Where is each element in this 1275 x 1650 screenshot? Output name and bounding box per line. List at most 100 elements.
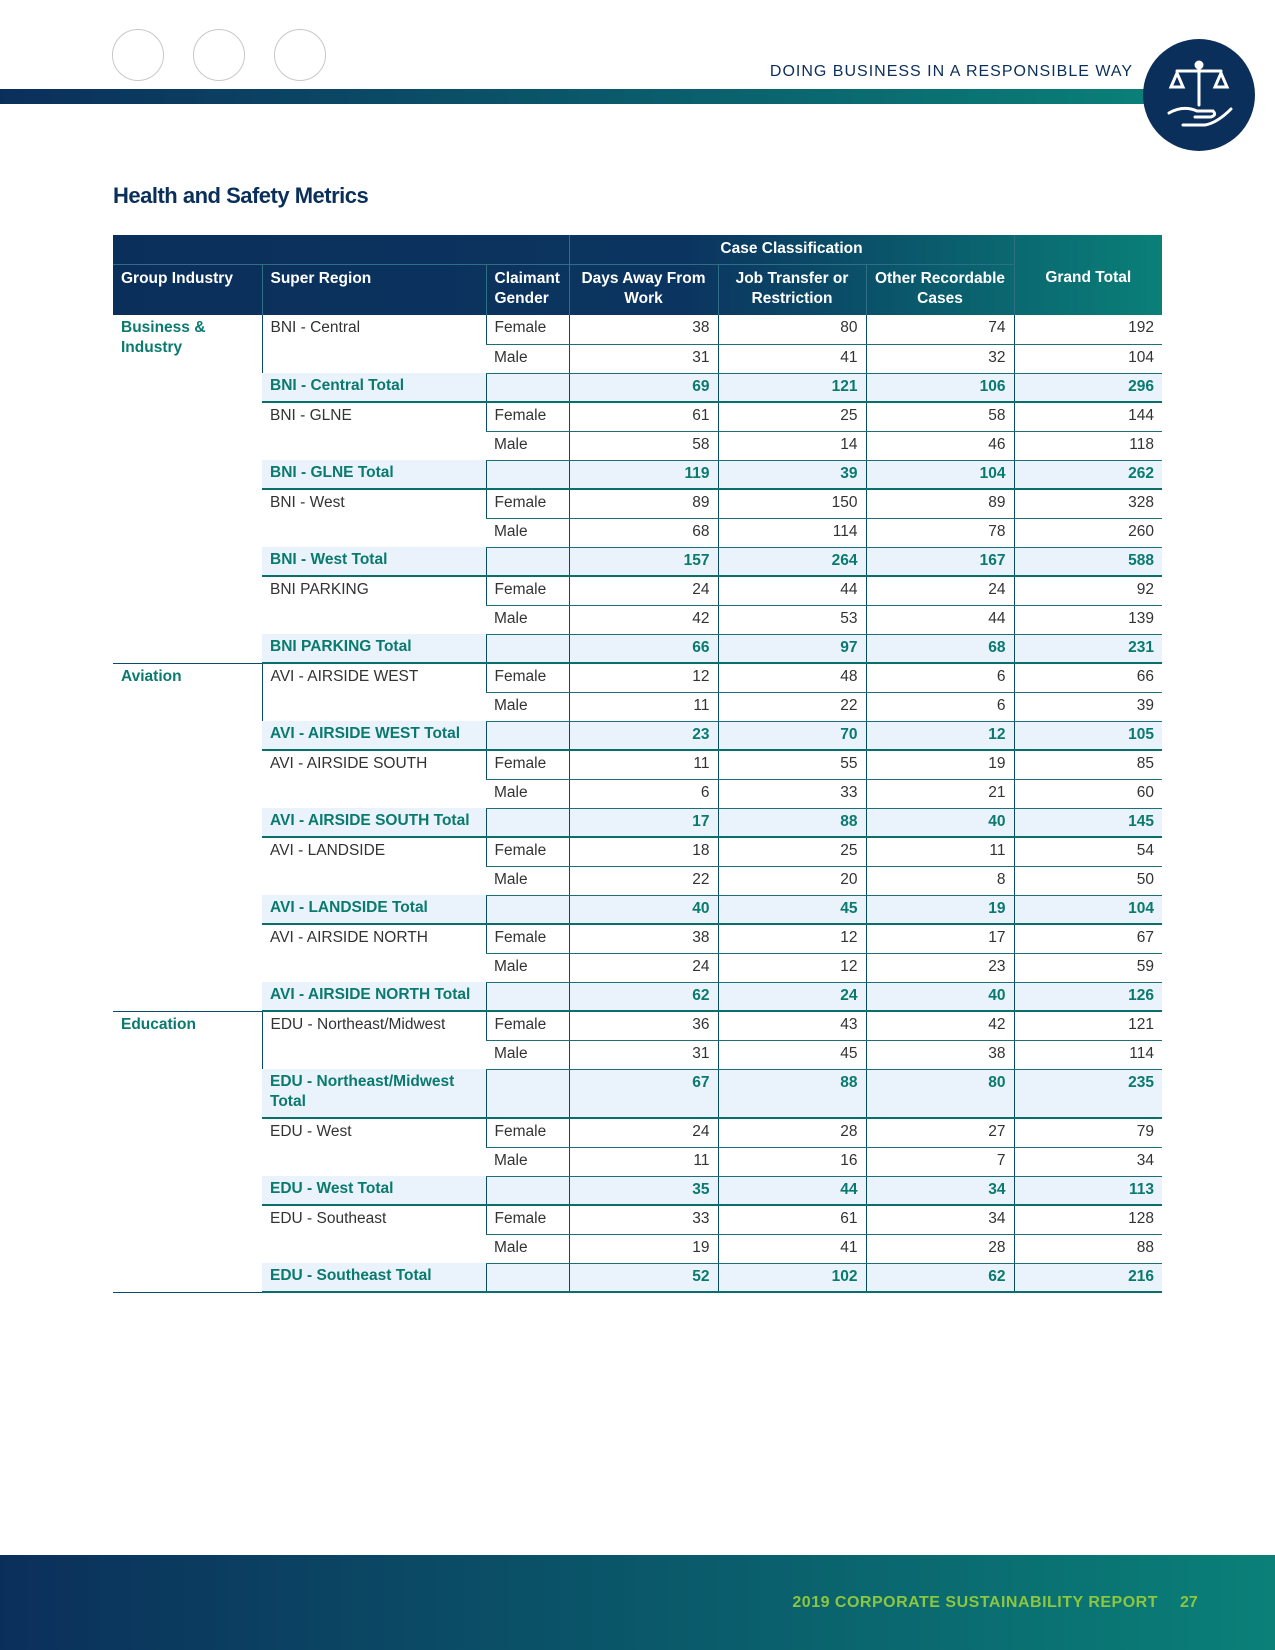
value: 139 xyxy=(1013,605,1163,635)
column-header: Super Region xyxy=(261,264,486,315)
total-value: 40 xyxy=(865,808,1015,838)
gender: Male xyxy=(486,518,569,548)
total-row: BNI - GLNE Total 119 39 104 262 xyxy=(113,460,1163,490)
data-row: Business & Industry BNI - Central Female 38… xyxy=(113,315,1163,664)
value: 38 xyxy=(568,315,718,345)
gender: Male xyxy=(486,1147,569,1177)
gender: Male xyxy=(486,1040,569,1070)
value: 38 xyxy=(865,1040,1015,1070)
total-value: 104 xyxy=(865,460,1015,490)
total-label: EDU - Southeast Total xyxy=(262,1263,486,1293)
value: 24 xyxy=(568,1118,718,1148)
title: Health and Safety Metrics xyxy=(113,183,369,208)
icon xyxy=(274,29,326,81)
value: 260 xyxy=(1013,518,1163,548)
total-label: BNI - West Total xyxy=(262,547,486,577)
total-value: 80 xyxy=(865,1069,1015,1119)
gender: Female xyxy=(485,315,569,345)
value: 18 xyxy=(568,837,718,867)
gender: Male xyxy=(486,431,569,461)
empty-cell xyxy=(485,1263,569,1293)
value: 19 xyxy=(865,750,1015,780)
value: 22 xyxy=(568,866,718,896)
value: 54 xyxy=(1013,837,1163,867)
data-row: Male 11 16 7 34 xyxy=(113,1147,1163,1177)
gender: Female xyxy=(485,402,569,432)
data-row: Male 6 33 21 60 xyxy=(113,779,1163,809)
data-row: Male 22 20 8 50 xyxy=(113,866,1163,896)
total-value: 102 xyxy=(717,1263,866,1293)
value: 61 xyxy=(717,1205,866,1235)
group-name: Aviation xyxy=(113,663,262,1012)
total-row: EDU - Southeast Total 52 102 62 216 xyxy=(113,1263,1163,1293)
value: 114 xyxy=(1013,1040,1163,1070)
value: 68 xyxy=(568,518,718,548)
column-header: Claimant Gender xyxy=(485,264,569,315)
total-label: AVI - AIRSIDE WEST Total xyxy=(262,721,486,751)
value: 104 xyxy=(1013,344,1163,374)
value: 92 xyxy=(1013,576,1163,606)
value: 33 xyxy=(717,779,866,809)
total-value: 62 xyxy=(865,1263,1015,1293)
total-value: 97 xyxy=(717,634,866,664)
gender: Female xyxy=(485,750,569,780)
header-cell xyxy=(113,235,569,265)
data-row: BNI - GLNE Female 61 25 58 144 xyxy=(113,402,1163,432)
total-label: AVI - LANDSIDE Total xyxy=(262,895,486,925)
gender: Female xyxy=(485,1118,569,1148)
total-value: 588 xyxy=(1013,547,1163,577)
value: 114 xyxy=(717,518,866,548)
value: 60 xyxy=(1013,779,1163,809)
region-name: BNI - West xyxy=(270,494,345,511)
badge xyxy=(1143,39,1255,151)
value: 12 xyxy=(568,663,718,693)
header-cell xyxy=(1013,235,1163,264)
column-header: Other Recordable Cases xyxy=(865,264,1015,315)
value: 17 xyxy=(865,924,1015,954)
total-value: 145 xyxy=(1013,808,1163,838)
gender: Female xyxy=(485,489,569,519)
value: 58 xyxy=(865,402,1015,432)
span-header: Case Classification xyxy=(568,235,1015,265)
value: 192 xyxy=(1013,315,1163,345)
total-label: BNI PARKING Total xyxy=(262,634,486,664)
region-name: AVI - AIRSIDE SOUTH xyxy=(270,755,428,772)
value: 41 xyxy=(717,1234,866,1264)
value: 12 xyxy=(717,924,866,954)
empty-cell xyxy=(485,634,569,664)
value: 67 xyxy=(1013,924,1163,954)
column-header: Grand Total xyxy=(1013,264,1163,315)
region-name: EDU - Southeast xyxy=(270,1210,387,1227)
value: 74 xyxy=(865,315,1015,345)
value: 44 xyxy=(865,605,1015,635)
value: 118 xyxy=(1013,431,1163,461)
gender: Male xyxy=(486,1234,569,1264)
value: 36 xyxy=(568,1011,718,1041)
value: 53 xyxy=(717,605,866,635)
value: 11 xyxy=(568,692,718,722)
data-row: AVI - AIRSIDE SOUTH Female 11 55 19 85 xyxy=(113,750,1163,780)
total-value: 104 xyxy=(1013,895,1163,925)
icon xyxy=(112,29,164,81)
data-row: Male 42 53 44 139 xyxy=(113,605,1163,635)
total-value: 69 xyxy=(568,373,718,403)
total-value: 70 xyxy=(717,721,866,751)
value: 34 xyxy=(1013,1147,1163,1177)
total-value: 113 xyxy=(1013,1176,1163,1206)
value: 42 xyxy=(865,1011,1015,1041)
header-row: Group Industry Super Region Claimant Gende… xyxy=(113,264,1163,315)
data-row: Aviation AVI - AIRSIDE WEST Female 12 48 6 66 xyxy=(113,663,1163,1012)
total-row: BNI PARKING Total 66 97 68 231 xyxy=(113,634,1163,664)
total-value: 17 xyxy=(568,808,718,838)
data-row: EDU - Southeast Female 33 61 34 128 xyxy=(113,1205,1163,1235)
value: 34 xyxy=(865,1205,1015,1235)
value: 128 xyxy=(1013,1205,1163,1235)
empty-cell xyxy=(485,1069,569,1119)
data-row: Male 31 45 38 114 xyxy=(113,1040,1163,1070)
value: 44 xyxy=(717,576,866,606)
value: 14 xyxy=(717,431,866,461)
data-row: AVI - LANDSIDE Female 18 25 11 54 xyxy=(113,837,1163,867)
total-value: 68 xyxy=(865,634,1015,664)
total-row: BNI - Central Total 69 121 106 296 xyxy=(113,373,1163,403)
total-value: 296 xyxy=(1013,373,1163,403)
